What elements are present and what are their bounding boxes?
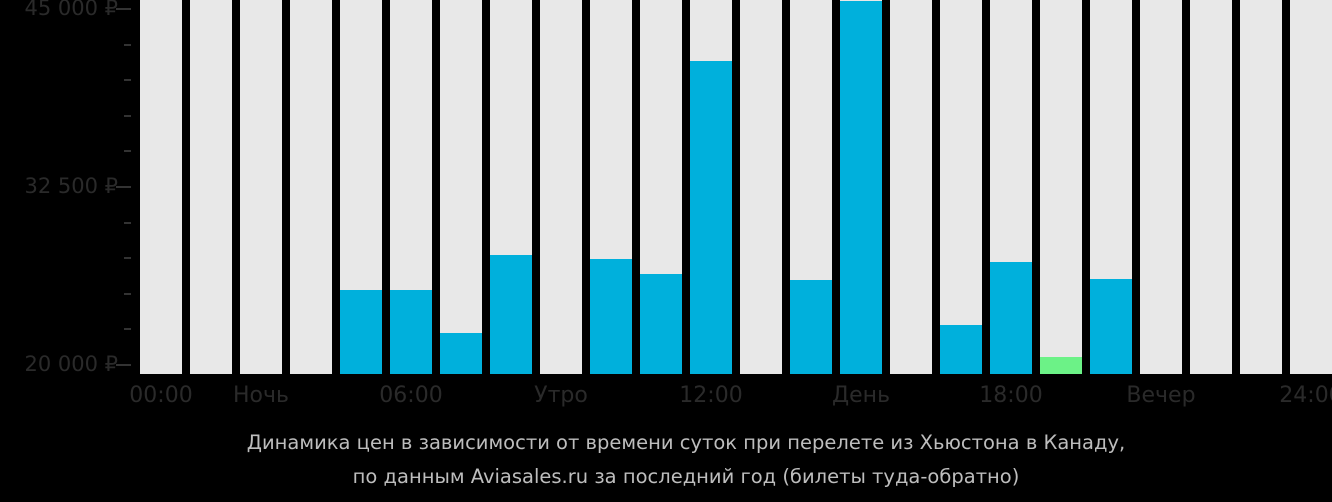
bar-slot-hour-03[interactable] bbox=[290, 0, 332, 374]
bar-value[interactable] bbox=[390, 289, 432, 374]
x-tick-label: 18:00 bbox=[979, 383, 1043, 408]
bar-slot-hour-09[interactable] bbox=[590, 0, 632, 374]
bar-slot-hour-23[interactable] bbox=[1290, 0, 1332, 374]
bar-value[interactable] bbox=[640, 274, 682, 374]
y-minor-tick bbox=[124, 150, 131, 153]
y-major-tick bbox=[116, 364, 131, 366]
y-tick-label: 20 000 ₽ bbox=[24, 352, 118, 376]
chart-caption-line-1: Динамика цен в зависимости от времени су… bbox=[246, 431, 1126, 454]
bar-slot-hour-01[interactable] bbox=[190, 0, 232, 374]
chart-caption-line-2: по данным Aviasales.ru за последний год … bbox=[352, 465, 1020, 488]
y-minor-tick bbox=[124, 221, 131, 224]
bar-slot-hour-16[interactable] bbox=[940, 0, 982, 374]
bar-slot-hour-22[interactable] bbox=[1240, 0, 1282, 374]
bar-slot-hour-10[interactable] bbox=[640, 0, 682, 374]
bar-slot-hour-00[interactable] bbox=[140, 0, 182, 374]
y-tick-label: 45 000 ₽ bbox=[24, 0, 118, 20]
y-minor-tick bbox=[124, 114, 131, 117]
y-minor-tick bbox=[124, 79, 131, 82]
y-tick-label: 32 500 ₽ bbox=[24, 174, 118, 198]
x-tick-label: Вечер bbox=[1126, 383, 1196, 408]
bar-slot-hour-05[interactable] bbox=[390, 0, 432, 374]
bar-slot-hour-07[interactable] bbox=[490, 0, 532, 374]
bar-value[interactable] bbox=[840, 1, 882, 374]
x-tick-label: 12:00 bbox=[679, 383, 743, 408]
x-tick-label: День bbox=[831, 383, 891, 408]
bar-value[interactable] bbox=[340, 289, 382, 374]
y-minor-tick bbox=[124, 43, 131, 46]
bar-slot-hour-20[interactable] bbox=[1140, 0, 1182, 374]
bar-slot-hour-15[interactable] bbox=[890, 0, 932, 374]
bar-slot-hour-19[interactable] bbox=[1090, 0, 1132, 374]
y-minor-tick bbox=[124, 328, 131, 331]
x-tick-label: 00:00 bbox=[129, 383, 193, 408]
bar-value[interactable] bbox=[1090, 279, 1132, 374]
bar-slot-hour-14[interactable] bbox=[840, 0, 882, 374]
bar-slot-hour-13[interactable] bbox=[790, 0, 832, 374]
bar-value[interactable] bbox=[990, 262, 1032, 374]
bar-slot-hour-04[interactable] bbox=[340, 0, 382, 374]
y-minor-tick bbox=[124, 292, 131, 295]
bar-value[interactable] bbox=[490, 255, 532, 374]
bar-slot-hour-18[interactable] bbox=[1040, 0, 1082, 374]
bar-value[interactable] bbox=[440, 332, 482, 374]
bar-value[interactable] bbox=[790, 280, 832, 374]
bar-slot-hour-02[interactable] bbox=[240, 0, 282, 374]
bar-value[interactable] bbox=[940, 325, 982, 374]
y-major-tick bbox=[116, 8, 131, 10]
x-tick-label: Утро bbox=[534, 383, 588, 408]
bar-slot-hour-11[interactable] bbox=[690, 0, 732, 374]
x-tick-label: 06:00 bbox=[379, 383, 443, 408]
bar-slot-hour-12[interactable] bbox=[740, 0, 782, 374]
x-tick-label: Ночь bbox=[233, 383, 289, 408]
bar-slot-hour-06[interactable] bbox=[440, 0, 482, 374]
bar-cheapest[interactable] bbox=[1040, 357, 1082, 374]
bar-slot-hour-08[interactable] bbox=[540, 0, 582, 374]
x-tick-label: 24:00 bbox=[1279, 383, 1332, 408]
bar-slot-hour-17[interactable] bbox=[990, 0, 1032, 374]
y-major-tick bbox=[116, 186, 131, 188]
bar-value[interactable] bbox=[690, 60, 732, 374]
bar-value[interactable] bbox=[590, 259, 632, 374]
bar-slot-hour-21[interactable] bbox=[1190, 0, 1232, 374]
y-minor-tick bbox=[124, 257, 131, 260]
